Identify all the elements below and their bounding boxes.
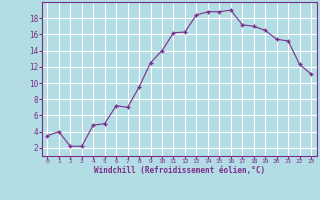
X-axis label: Windchill (Refroidissement éolien,°C): Windchill (Refroidissement éolien,°C) (94, 166, 265, 175)
